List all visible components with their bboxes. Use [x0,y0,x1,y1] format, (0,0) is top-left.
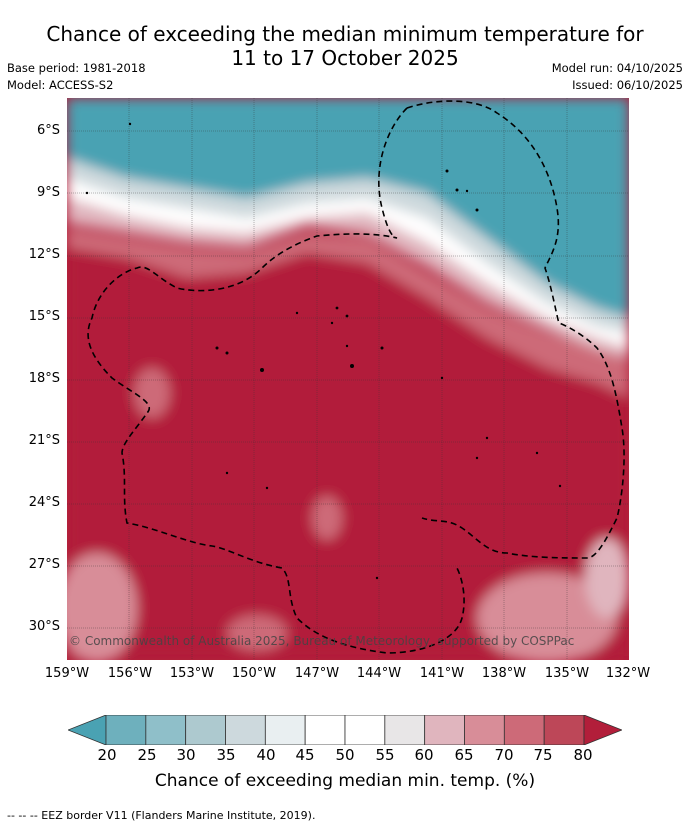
band-40 [67,158,629,333]
colorbar-tick: 60 [414,746,434,764]
colorbar-tick: 80 [573,746,593,764]
probability-field [57,98,629,663]
colorbar-cell [464,715,505,745]
colorbar-tick: 25 [137,746,157,764]
model-run: Model run: 04/10/2025 [551,61,683,75]
lat-tick: 18°S [28,371,60,386]
lon-tick: 150°W [231,666,277,681]
lat-tick: 21°S [28,433,60,448]
patch-1 [134,368,170,418]
band-50 [67,178,629,348]
lon-tick: 159°W [44,666,90,681]
lat-tick: 27°S [28,557,60,572]
base-period: Base period: 1981-2018 [7,61,146,75]
patch-3 [57,553,137,663]
colorbar-tick: 55 [375,746,395,764]
patch-4 [477,573,617,663]
colorbar-tick: 65 [454,746,474,764]
colorbar-tick: 75 [533,746,553,764]
colorbar-cell [424,715,465,745]
colorbar-label: Chance of exceeding median min. temp. (%… [154,771,536,791]
meta-right: Model run: 04/10/2025 Issued: 06/10/2025 [552,60,683,94]
title-line-1: Chance of exceeding the median minimum t… [46,22,644,46]
lat-tick: 24°S [28,495,60,510]
colorbar-min-extend [68,715,107,745]
issued-date: Issued: 06/10/2025 [572,78,683,92]
lon-tick: 147°W [294,666,340,681]
colorbar-cell [264,715,306,745]
eez-legend-note: -- -- -- EEZ border V11 (Flanders Marine… [7,809,316,822]
map-panel [57,98,629,663]
eez-borders [87,100,625,654]
patch-2 [312,496,342,540]
colorbar-cells [68,715,622,745]
colorbar-cell [105,715,147,745]
lon-tick: 141°W [419,666,465,681]
lon-tick: 138°W [481,666,527,681]
colorbar-cell [145,715,187,745]
lat-tick: 6°S [36,123,60,138]
map-svg [57,98,629,663]
colorbar-cell [503,715,545,745]
colorbar-cell [543,715,585,745]
colorbar-tick: 70 [494,746,514,764]
colorbar-tick: 50 [335,746,355,764]
lat-tick: 12°S [28,247,60,262]
lon-tick: 135°W [544,666,590,681]
band-80 [67,248,629,660]
colorbar-tick: 30 [176,746,196,764]
islands [85,122,562,580]
lon-tick: 153°W [169,666,215,681]
map-title: Chance of exceeding the median minimum t… [0,22,690,70]
colorbar-tick: 45 [295,746,315,764]
lat-tick: 30°S [28,619,60,634]
colorbar [68,715,622,745]
model-name: Model: ACCESS-S2 [7,78,114,92]
colorbar-cell [225,715,266,745]
colorbar-cell [384,715,426,745]
colorbar-tick: 35 [216,746,236,764]
colorbar-max-extend [583,715,622,745]
patch-5 [585,538,629,618]
colorbar-tick: 40 [256,746,276,764]
patch-6 [227,615,287,651]
colorbar-tick: 20 [97,746,117,764]
colorbar-cell [185,715,226,745]
lon-tick: 144°W [356,666,402,681]
lon-tick: 132°W [605,666,651,681]
copyright-note: © Commonwealth of Australia 2025, Bureau… [69,634,575,648]
lon-tick: 156°W [107,666,153,681]
band-20 [67,98,629,318]
title-line-2: 11 to 17 October 2025 [231,46,459,70]
lat-tick: 9°S [36,185,60,200]
colorbar-cell [304,715,346,745]
graticule [67,98,629,660]
meta-left: Base period: 1981-2018 Model: ACCESS-S2 [7,60,146,94]
band-60 [67,198,629,360]
colorbar-cell [344,715,386,745]
lat-tick: 15°S [28,309,60,324]
